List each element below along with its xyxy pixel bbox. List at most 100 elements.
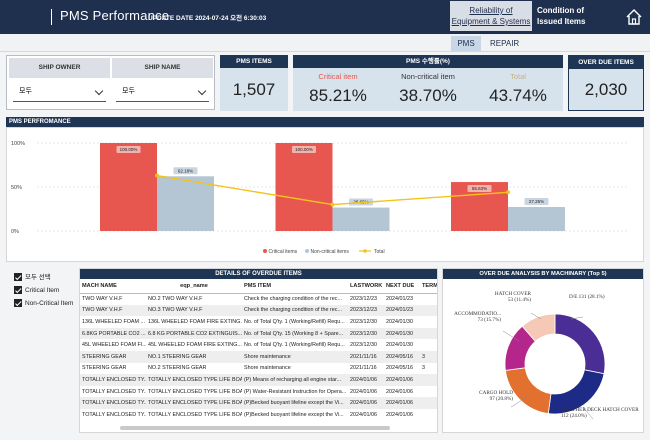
- table-cell: [420, 293, 437, 305]
- table-cell: No. of Total Q'ty. 1 (Working/Refill) Re…: [244, 318, 345, 325]
- table-cell: 2024/01/06: [386, 388, 413, 395]
- checkbox-icon: [14, 286, 22, 294]
- table-cell: NO.2 STEERING GEAR: [148, 365, 207, 372]
- kpi-pms-rate: PMS 수행률(%) Critical item 85.21% Non-crit…: [293, 55, 563, 111]
- table-cell: 2024/01/23: [386, 296, 413, 303]
- column-header[interactable]: LASTWORK: [348, 279, 384, 294]
- table-cell: 2021/11/16: [348, 350, 384, 363]
- data-label-bg: [292, 146, 316, 153]
- chevron-down-icon: [197, 86, 207, 96]
- table-row[interactable]: TWO WAY V.H.F NO.3 TWO WAY V.H.F Check the…: [80, 304, 437, 317]
- column-header[interactable]: MACH NAME: [80, 279, 146, 294]
- donut-slice-label: ACCOMMODATIO... 73 (15.7%): [454, 311, 501, 323]
- table-cell: 2024/05/16: [384, 350, 420, 363]
- check-select-all-label: 모두 선택: [25, 274, 51, 281]
- subtab-repair[interactable]: REPAIR: [490, 39, 520, 48]
- noncritical-label: Non-critical item: [401, 72, 455, 81]
- table-header-row: MACH NAME eqp_name PMS ITEM LASTWORK NEXT DU…: [80, 279, 437, 294]
- tab-condition-line1: Condition of: [537, 6, 585, 15]
- table-row[interactable]: 136L WHEELED FOAM ... 136L WHEELED FOAM F…: [80, 316, 437, 328]
- total-point: [155, 173, 159, 178]
- ship-name-select[interactable]: 모두: [116, 82, 209, 102]
- table-cell: 2024/01/06: [384, 374, 420, 386]
- column-header[interactable]: NEXT DUE: [384, 279, 420, 294]
- noncritical-value: 38.70%: [399, 86, 457, 105]
- noncritical-bar: [157, 176, 214, 231]
- table-row[interactable]: TOTALLY ENCLOSED TY... TOTALLY ENCLOSED T…: [80, 409, 437, 421]
- table-cell: TOTALLY ENCLOSED TYPE LIFE BOA...: [148, 388, 242, 395]
- y-tick-label: 100%: [11, 141, 25, 147]
- critical-bar: [275, 143, 333, 231]
- overdue-label: OVER DUE ITEMS: [569, 56, 643, 69]
- table-row[interactable]: 45L WHEELED FOAM FI... 45L WHEELED FOAM F…: [80, 339, 437, 351]
- horizontal-scrollbar[interactable]: [120, 426, 390, 430]
- column-header[interactable]: TERM: [420, 279, 437, 294]
- pms-performance-chart: 0% 50% 100% 100.00% 62.18% 100.00% 26.65% 55.63…: [6, 127, 644, 262]
- check-noncritical[interactable]: Non-Critical Item: [14, 299, 73, 312]
- leader-line: [510, 396, 528, 408]
- table-cell: [420, 397, 437, 409]
- tab-condition[interactable]: Condition of Issued Items: [537, 5, 597, 27]
- table-cell: 2024/01/06: [348, 397, 384, 409]
- donut-title: OVER DUE ANALYSIS BY MACHINARY (Top 5): [443, 269, 643, 279]
- data-label-bg: [173, 167, 198, 175]
- filter-panel: SHIP OWNER SHIP NAME 모두 모두: [6, 55, 215, 110]
- chevron-down-icon: [94, 86, 104, 96]
- subtab-pms[interactable]: PMS: [451, 36, 481, 51]
- y-tick-label: 0%: [11, 229, 19, 235]
- total-point: [506, 190, 510, 195]
- data-label: 100.00%: [295, 147, 313, 152]
- table-cell: STEERING GEAR: [80, 350, 146, 363]
- table-row[interactable]: STEERING GEAR NO.1 STEERING GEAR Shore mai…: [80, 350, 437, 363]
- data-label-bg: [467, 185, 492, 193]
- table-row[interactable]: TWO WAY V.H.F NO.2 TWO WAY V.H.F Check the…: [80, 293, 437, 305]
- table-cell: 2024/05/16: [386, 365, 413, 372]
- table-cell: NO.1 STEERING GEAR: [146, 350, 242, 363]
- table-cell: STEERING GEAR: [82, 365, 127, 372]
- table-cell: 2023/12/30: [350, 318, 377, 325]
- table-cell: 45L WHEELED FOAM FIRE EXTING...: [148, 342, 242, 349]
- legend-label: Critical items: [269, 249, 298, 255]
- data-label: 100.00%: [120, 147, 138, 152]
- table-cell: Check the charging condition of the rec.…: [244, 296, 342, 303]
- tab-reliability-line1: Reliability of: [469, 6, 513, 15]
- ship-name-label: SHIP NAME: [112, 58, 213, 78]
- table-body: TWO WAY V.H.F NO.2 TWO WAY V.H.F Check the…: [80, 293, 437, 421]
- table-row[interactable]: TOTALLY ENCLOSED TY... TOTALLY ENCLOSED T…: [80, 386, 437, 398]
- pms-rate-label: PMS 수행률(%): [293, 55, 563, 68]
- table-cell: 2024/01/23: [384, 304, 420, 317]
- table-cell: 136L WHEELED FOAM ...: [82, 318, 146, 325]
- title-divider: [51, 9, 52, 25]
- table-cell: [420, 327, 437, 340]
- column-header[interactable]: PMS ITEM: [242, 279, 348, 294]
- total-label: Total: [510, 72, 526, 81]
- overdue-table-panel: DETAILS OF OVERDUE ITEMS MACH NAME eqp_na…: [79, 268, 438, 433]
- table-cell: (P) Water-Resistant Instruction for Oper…: [244, 388, 347, 395]
- column-header[interactable]: eqp_name: [146, 279, 242, 294]
- table-row[interactable]: TOTALLY ENCLOSED TY... TOTALLY ENCLOSED T…: [80, 397, 437, 409]
- check-select-all[interactable]: 모두 선택: [14, 273, 73, 286]
- tab-reliability-line2: Equipment & Systems: [451, 17, 531, 26]
- table-row[interactable]: STEERING GEAR NO.2 STEERING GEAR Shore mai…: [80, 363, 437, 375]
- top-header: PMS Performance UPDATE DATE 2024-07-24 오…: [0, 0, 650, 34]
- table-cell: 45L WHEELED FOAM FI...: [82, 342, 146, 349]
- critical-value: 85.21%: [309, 86, 367, 105]
- table-row[interactable]: 6.8KG PORTABLE CO2 ... 6.8 KG PORTABLE CO…: [80, 327, 437, 340]
- table-cell: 3: [422, 365, 425, 372]
- tab-reliability[interactable]: Reliability of Equipment & Systems: [450, 1, 532, 31]
- chart-title: PMS PERFROMANCE: [6, 117, 644, 127]
- table-row[interactable]: TOTALLY ENCLOSED TY... TOTALLY ENCLOSED T…: [80, 374, 437, 386]
- table-cell: TOTALLY ENCLOSED TYPE LIFE BOA...: [148, 411, 242, 418]
- tab-condition-line2: Issued Items: [537, 17, 586, 26]
- home-icon[interactable]: [625, 8, 643, 26]
- table-cell: TOTALLY ENCLOSED TY...: [82, 411, 146, 418]
- check-noncritical-label: Non-Critical Item: [25, 300, 74, 307]
- table-cell: TOTALLY ENCLOSED TY...: [80, 374, 146, 386]
- table-cell: 2023/12/23: [350, 296, 377, 303]
- ship-owner-select[interactable]: 모두: [13, 82, 106, 102]
- table-cell: [420, 374, 437, 386]
- total-value: 43.74%: [489, 86, 547, 105]
- table-cell: 6.8KG PORTABLE CO2 ...: [80, 327, 146, 340]
- legend-dot: [305, 249, 309, 253]
- check-critical[interactable]: Critical Item: [14, 286, 73, 299]
